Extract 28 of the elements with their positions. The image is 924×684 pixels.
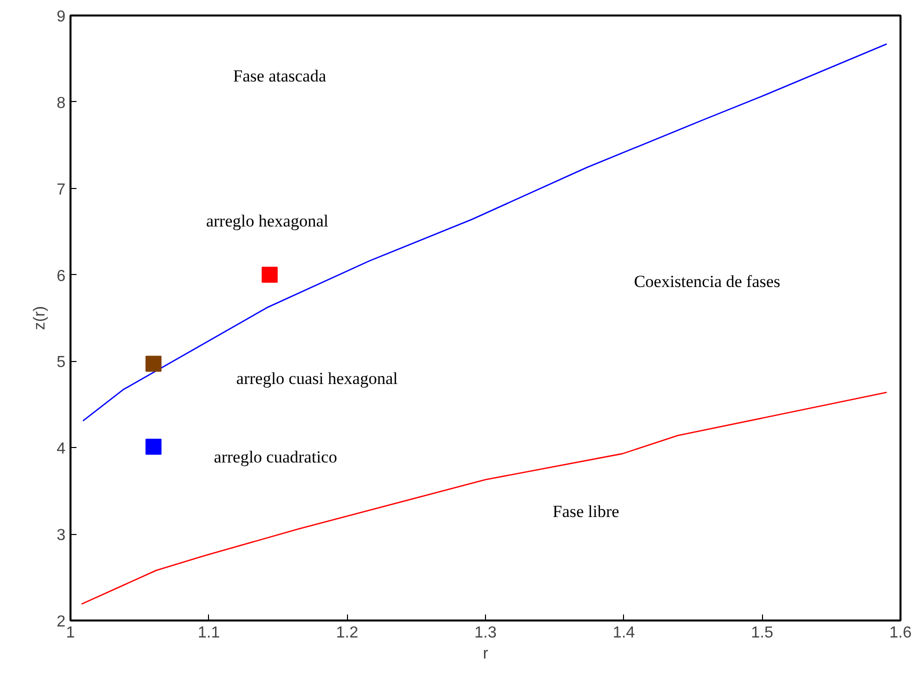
- annotation: arreglo cuasi hexagonal: [236, 369, 398, 388]
- annotation: arreglo cuadratico: [214, 448, 338, 467]
- y-tick-label: 9: [56, 8, 66, 26]
- x-tick-label: 1.3: [474, 624, 497, 642]
- y-tick-label: 7: [56, 181, 66, 198]
- x-tick-label: 1.5: [751, 624, 774, 642]
- annotation: arreglo hexagonal: [206, 212, 329, 231]
- annotation: Coexistencia de fases: [634, 272, 780, 292]
- y-tick-label: 6: [56, 268, 66, 285]
- line-series: [80, 392, 888, 605]
- y-tick-label: 2: [56, 614, 66, 630]
- y-tick-label: 3: [56, 527, 66, 544]
- y-tick-label: 8: [56, 94, 66, 112]
- x-tick-label: 1: [66, 624, 76, 642]
- y-tick-label: 4: [56, 440, 66, 458]
- y-axis-title: z(r): [32, 306, 49, 330]
- x-tick-label: 1.6: [889, 624, 912, 642]
- annotation: Fase atascada: [233, 66, 327, 86]
- annotation: Fase libre: [552, 502, 620, 522]
- x-axis-title: r: [482, 646, 489, 662]
- point: [262, 266, 278, 283]
- line-series: [82, 43, 888, 422]
- x-tick-label: 1.4: [612, 624, 636, 642]
- point: [146, 438, 162, 455]
- x-tick-label: 1.2: [336, 624, 358, 642]
- x-tick-label: 1.1: [198, 624, 220, 642]
- point: [146, 356, 162, 372]
- y-tick-label: 5: [56, 354, 66, 372]
